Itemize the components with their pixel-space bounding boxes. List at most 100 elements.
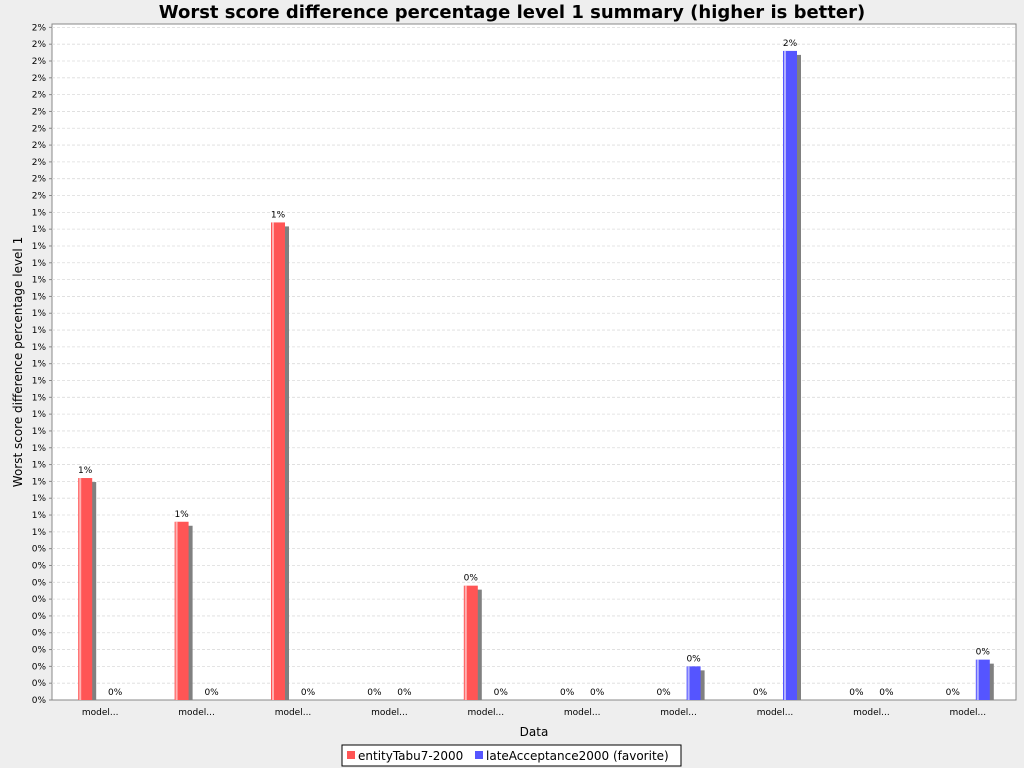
- y-tick-label: 0%: [32, 696, 47, 706]
- x-tick-label: model...: [757, 708, 794, 718]
- bar-value-label: 0%: [976, 648, 991, 658]
- y-tick-label: 1%: [32, 528, 47, 538]
- x-tick-label: model...: [178, 708, 215, 718]
- y-tick-label: 0%: [32, 561, 47, 571]
- bar: [271, 222, 285, 700]
- x-tick-label: model...: [564, 708, 601, 718]
- bar: [975, 659, 990, 700]
- bar-value-label: 0%: [494, 688, 509, 698]
- bars: 1% 0% 1% 0% 1% 0% 0% 0% 0% 0% 0% 0% 0% 0% 0% 2% 0% 0% 0% 0%: [78, 39, 994, 701]
- bar-value-label: 0%: [686, 654, 701, 664]
- y-tick-label: 1%: [32, 477, 47, 487]
- y-tick-label: 2%: [32, 124, 47, 134]
- bar-value-label: 0%: [879, 688, 894, 698]
- y-tick-label: 0%: [32, 662, 47, 672]
- legend-box: [341, 744, 682, 767]
- chart-title: Worst score difference percentage level …: [159, 2, 865, 23]
- bar: [174, 521, 189, 700]
- bar-highlight: [79, 478, 82, 700]
- y-tick-label: 1%: [32, 309, 47, 319]
- y-tick-label: 0%: [32, 646, 47, 656]
- y-tick-label: 2%: [32, 57, 47, 67]
- bar-highlight: [687, 666, 690, 700]
- bar-value-label: 1%: [174, 510, 189, 520]
- y-tick-label: 1%: [32, 326, 47, 336]
- x-axis-ticks: model... model... model... model... model...…: [82, 708, 986, 718]
- y-tick-label: 1%: [32, 276, 47, 286]
- x-tick-label: model...: [853, 708, 890, 718]
- bar-value-label: 2%: [783, 39, 798, 49]
- bar-value-label: 0%: [560, 688, 575, 698]
- bar-value-label: 0%: [849, 688, 864, 698]
- legend-label-lateacceptance: lateAcceptance2000 (favorite): [486, 749, 669, 763]
- bar-value-label: 0%: [464, 574, 479, 584]
- x-axis-label: Data: [520, 725, 549, 739]
- bar-highlight: [784, 50, 786, 701]
- bar-highlight: [272, 222, 274, 700]
- y-tick-label: 1%: [32, 511, 47, 521]
- y-tick-label: 1%: [32, 259, 47, 269]
- y-tick-label: 1%: [32, 292, 47, 302]
- bar: [463, 585, 478, 700]
- y-tick-label: 2%: [32, 158, 47, 168]
- y-tick-label: 1%: [32, 461, 47, 471]
- y-tick-label: 2%: [32, 175, 47, 185]
- y-tick-label: 2%: [32, 107, 47, 117]
- bar-value-label: 0%: [946, 688, 961, 698]
- y-tick-label: 0%: [32, 595, 47, 605]
- y-axis-ticks: 0% 0% 0% 0% 0% 0% 0% 0% 0% 0% 1% 1% 1% 1% 1% 1% 1% 1% 1% 1%…: [32, 23, 52, 706]
- y-tick-label: 2%: [32, 74, 47, 84]
- y-tick-label: 1%: [32, 208, 47, 218]
- y-tick-label: 0%: [32, 629, 47, 639]
- x-tick-label: model...: [82, 708, 119, 718]
- bar: [783, 50, 797, 701]
- bar: [686, 666, 701, 700]
- x-tick-label: model...: [467, 708, 504, 718]
- grid-lines: [52, 26, 1016, 684]
- bar-value-label: 0%: [108, 688, 123, 698]
- y-tick-label: 2%: [32, 91, 47, 101]
- bar-value-label: 0%: [301, 688, 316, 698]
- bar-value-label: 1%: [78, 466, 93, 476]
- y-tick-label: 1%: [32, 242, 47, 252]
- legend-swatch-entitytabu: [347, 751, 355, 759]
- y-axis-label: Worst score difference percentage level …: [11, 237, 25, 487]
- bar-highlight: [976, 659, 979, 700]
- y-tick-label: 0%: [32, 679, 47, 689]
- bar-value-label: 0%: [590, 688, 605, 698]
- bar-value-label: 0%: [367, 688, 382, 698]
- y-tick-label: 0%: [32, 612, 47, 622]
- y-tick-label: 2%: [32, 141, 47, 151]
- y-tick-label: 0%: [32, 578, 47, 588]
- legend-label-entitytabu: entityTabu7-2000: [358, 749, 463, 763]
- y-tick-label: 1%: [32, 376, 47, 386]
- y-tick-label: 1%: [32, 393, 47, 403]
- x-tick-label: model...: [371, 708, 408, 718]
- bar-value-label: 0%: [397, 688, 412, 698]
- y-tick-label: 1%: [32, 343, 47, 353]
- legend: entityTabu7-2000 lateAcceptance2000 (fav…: [341, 744, 682, 767]
- bar-value-label: 0%: [656, 688, 671, 698]
- bar-highlight: [175, 521, 178, 700]
- y-tick-label: 0%: [32, 545, 47, 555]
- x-tick-label: model...: [275, 708, 312, 718]
- plot-area: [51, 23, 1017, 701]
- bar: [78, 478, 93, 700]
- x-tick-label: model...: [949, 708, 986, 718]
- y-tick-label: 2%: [32, 23, 47, 33]
- y-tick-label: 1%: [32, 410, 47, 420]
- y-tick-label: 1%: [32, 427, 47, 437]
- y-tick-label: 2%: [32, 40, 47, 50]
- y-tick-label: 1%: [32, 360, 47, 370]
- bar-value-label: 0%: [204, 688, 219, 698]
- y-tick-label: 2%: [32, 192, 47, 202]
- legend-swatch-lateacceptance: [475, 751, 483, 759]
- y-tick-label: 1%: [32, 444, 47, 454]
- bar-value-label: 1%: [271, 210, 286, 220]
- bar-value-label: 0%: [753, 688, 768, 698]
- bar-highlight: [464, 585, 467, 700]
- y-tick-label: 1%: [32, 225, 47, 235]
- x-tick-label: model...: [660, 708, 697, 718]
- y-tick-label: 1%: [32, 494, 47, 504]
